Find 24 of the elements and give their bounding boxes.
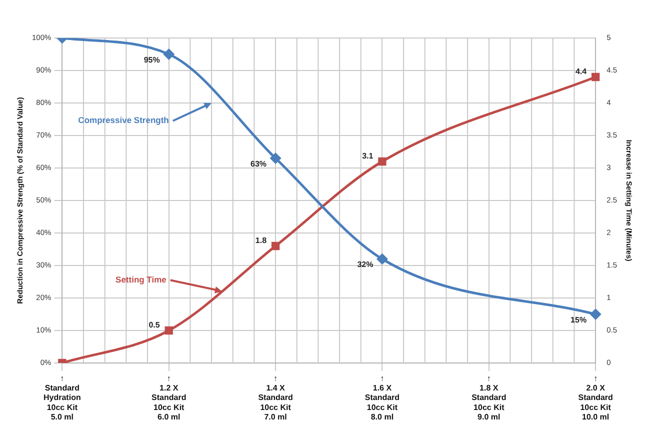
x-tick-label: ↑ 1.2 X Standard 10cc Kit 6.0 ml xyxy=(152,374,186,422)
data-label: 3.1 xyxy=(362,152,374,161)
data-label: 0.5 xyxy=(148,320,160,330)
point xyxy=(378,157,386,166)
x-tick-label: ↑ Standard Hydration 10cc Kit 5.0 ml xyxy=(44,374,81,422)
data-label: 15% xyxy=(570,315,587,324)
data-label: 1.8 xyxy=(255,236,268,246)
data-label: 63% xyxy=(250,159,267,168)
point xyxy=(271,242,280,250)
x-tick-label: ↑ 1.6 X Standard 10cc Kit 8.0 ml xyxy=(364,374,400,422)
point xyxy=(590,309,601,320)
text: Compressive Strength xyxy=(78,115,169,126)
x-tick-label: ↑ 1.8 X Standard 10cc Kit 9.0 ml xyxy=(472,374,506,422)
point xyxy=(591,72,600,82)
point xyxy=(376,254,388,264)
data-label: 4.4 xyxy=(575,67,588,76)
x-tick-label: ↑ 2.0 X Standard 10cc Kit 10.0 ml xyxy=(578,374,614,422)
x-tick-label: ↑ 1.4 X Standard 10cc Kit 7.0 ml xyxy=(258,374,293,422)
point xyxy=(270,153,281,164)
text: Setting Time xyxy=(116,274,167,284)
data-label: 95% xyxy=(144,55,160,64)
point xyxy=(164,49,174,60)
data-label: 32% xyxy=(357,260,374,270)
point xyxy=(164,326,173,335)
